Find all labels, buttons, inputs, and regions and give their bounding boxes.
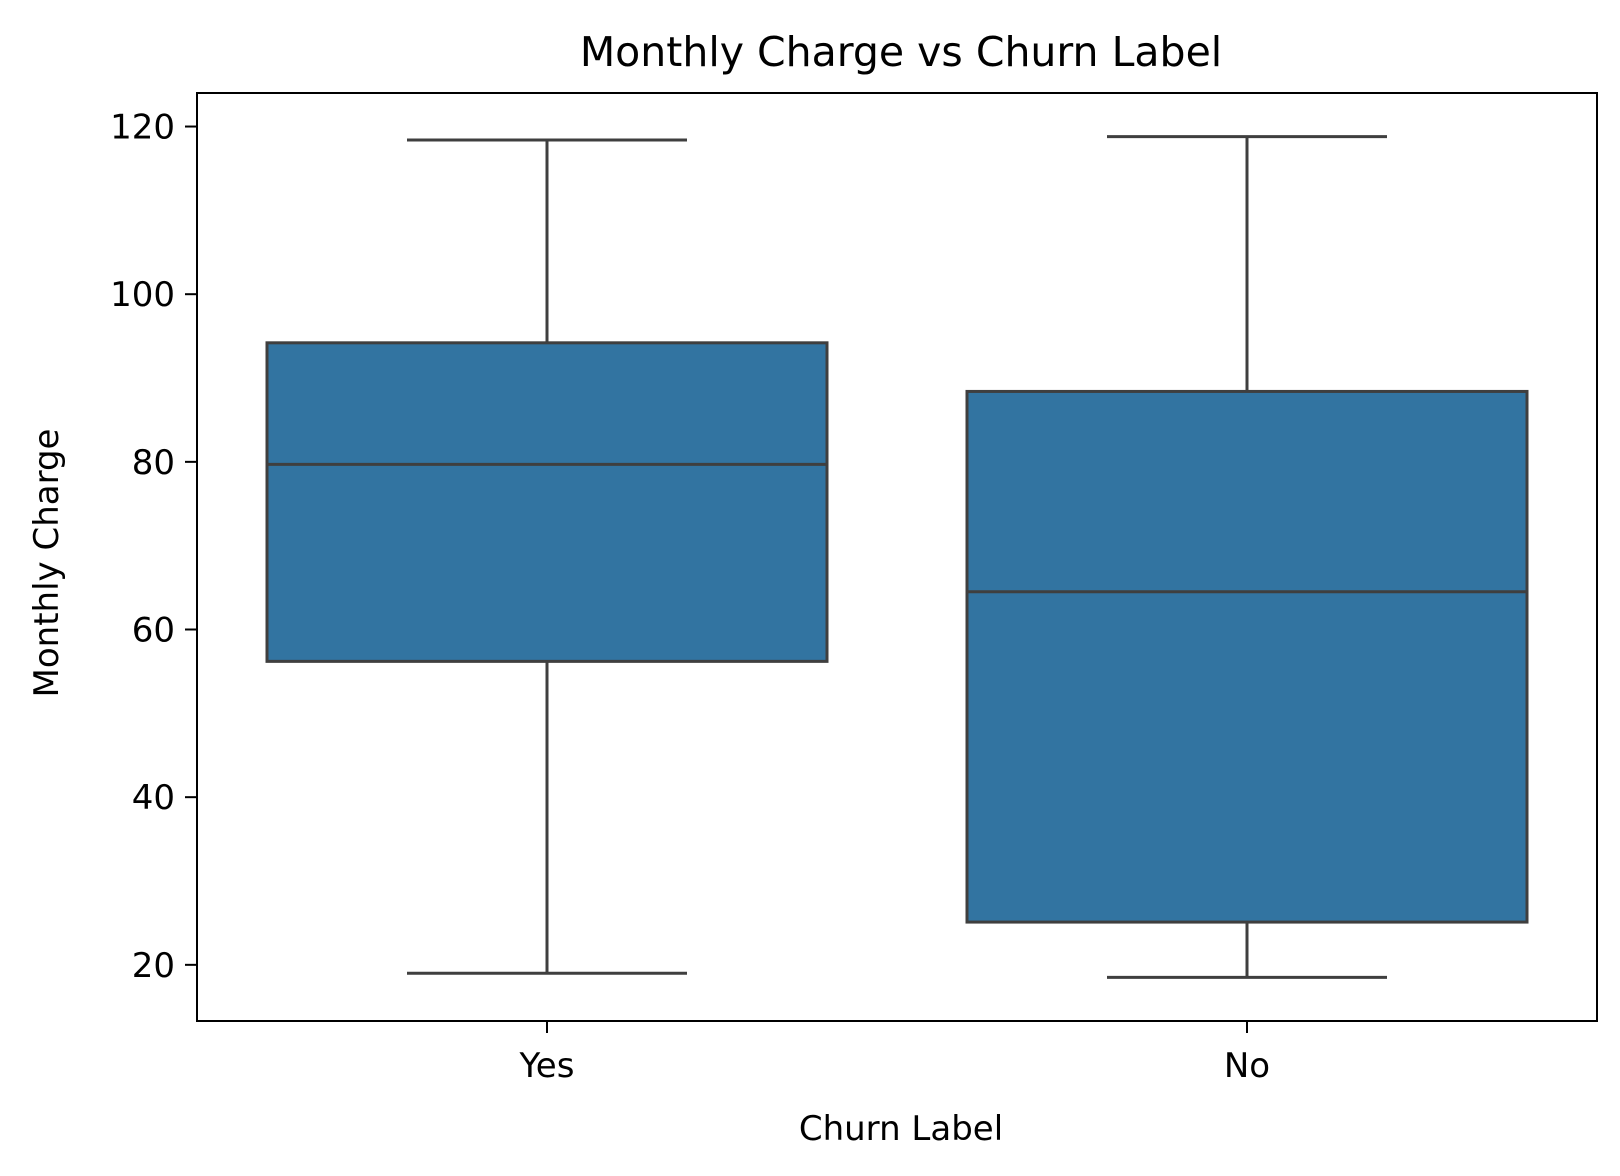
box-no xyxy=(965,389,1529,924)
plot-area: Yes No 20 40 60 80 100 120 xyxy=(110,92,1598,1086)
y-tick-label-80: 80 xyxy=(132,443,175,483)
y-tick-label-40: 40 xyxy=(132,778,175,818)
x-axis-label: Churn Label xyxy=(799,1109,1003,1149)
y-tick-label-120: 120 xyxy=(110,108,175,148)
y-tick-label-20: 20 xyxy=(132,946,175,986)
y-tick-label-60: 60 xyxy=(132,611,175,651)
chart-title: Monthly Charge vs Churn Label xyxy=(580,28,1222,76)
axes-frame xyxy=(196,92,1598,1022)
box-yes xyxy=(265,341,829,663)
x-tick-label-yes: Yes xyxy=(519,1046,575,1086)
x-tick-label-no: No xyxy=(1224,1046,1270,1086)
y-tick-label-100: 100 xyxy=(110,275,175,315)
y-axis-label: Monthly Charge xyxy=(27,429,67,698)
